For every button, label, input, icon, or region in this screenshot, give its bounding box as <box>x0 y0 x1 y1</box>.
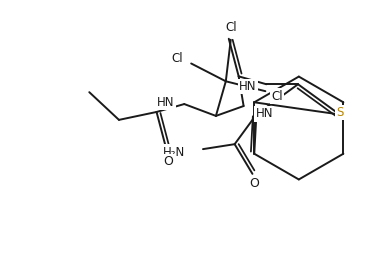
Text: S: S <box>223 20 231 33</box>
Text: Cl: Cl <box>172 52 183 65</box>
Text: HN: HN <box>239 80 257 93</box>
Text: O: O <box>249 177 259 190</box>
Text: O: O <box>163 155 173 168</box>
Text: HN: HN <box>255 107 273 120</box>
Text: S: S <box>336 106 343 119</box>
Text: H₂N: H₂N <box>163 146 185 159</box>
Text: Cl: Cl <box>225 21 236 34</box>
Text: Cl: Cl <box>271 90 283 103</box>
Text: HN: HN <box>157 96 174 109</box>
